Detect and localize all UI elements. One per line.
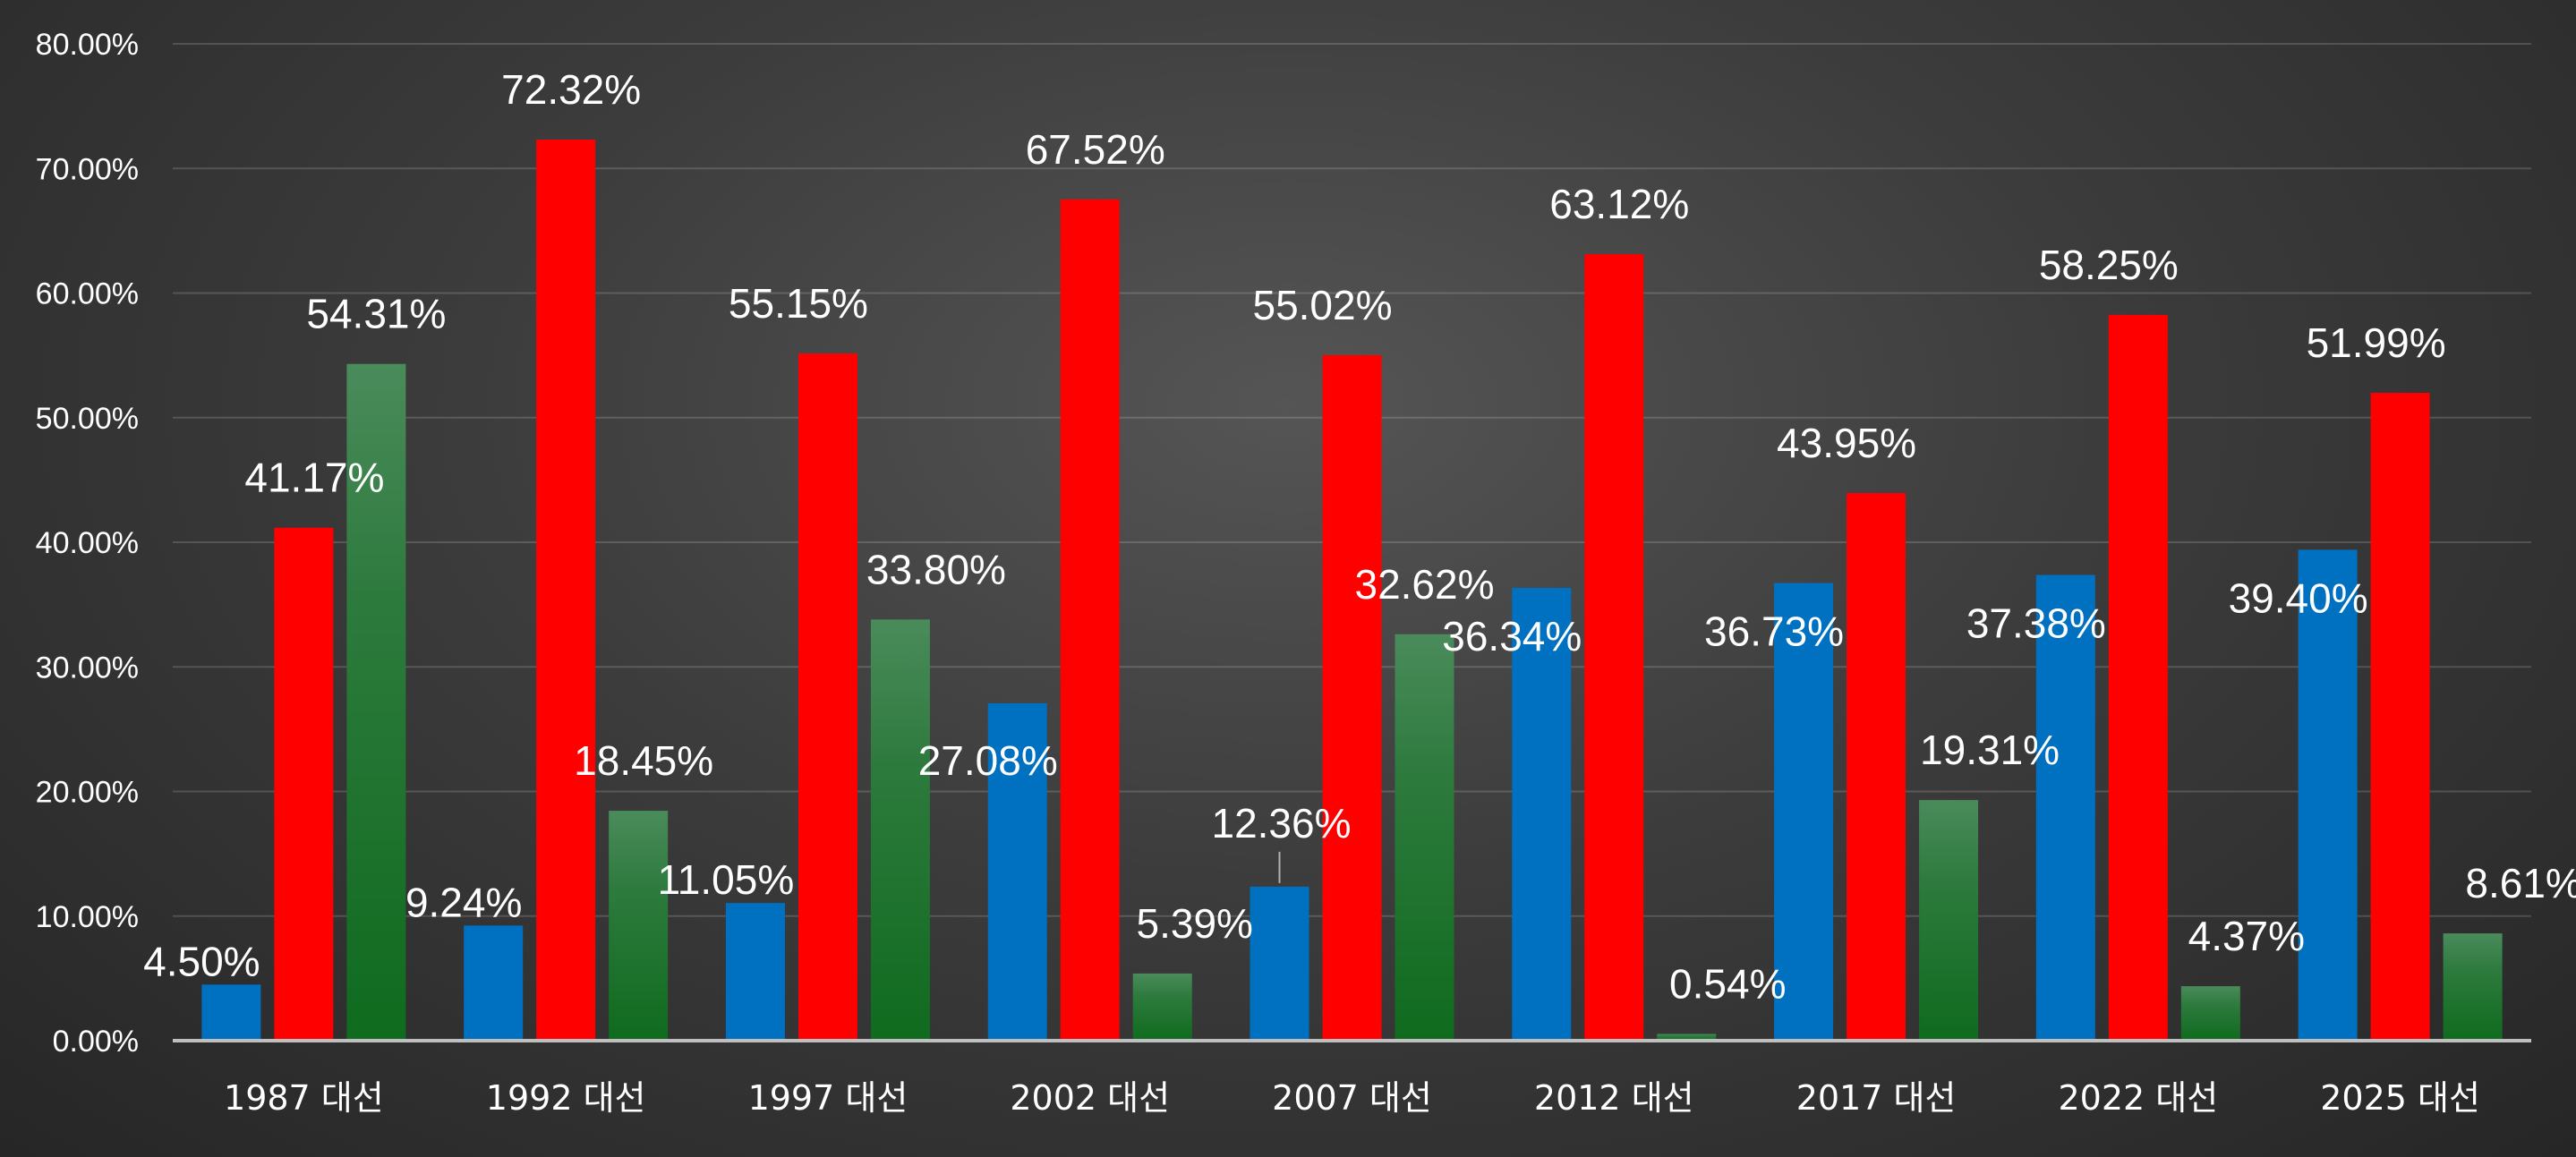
bar (201, 984, 261, 1041)
data-label: 55.02% (1252, 282, 1392, 328)
x-tick-label: 1992 대선 (486, 1078, 646, 1118)
data-label: 58.25% (2039, 242, 2179, 288)
data-label: 54.31% (306, 291, 446, 337)
bar (798, 353, 857, 1041)
x-tick-label: 2022 대선 (2058, 1078, 2218, 1118)
data-label: 39.40% (2229, 574, 2368, 621)
data-label: 11.05% (658, 856, 795, 903)
bar (870, 619, 930, 1041)
data-labels: 4.50% 41.17% 54.31% 9.24% 72.32% 18.45% 11.05%… (143, 66, 2576, 1008)
bar (987, 702, 1047, 1041)
x-tick-label: 1997 대선 (748, 1078, 908, 1118)
bar (609, 811, 669, 1041)
data-label: 36.73% (1704, 608, 1844, 655)
bar (2035, 574, 2095, 1041)
y-tick-label: 0.00% (53, 1025, 139, 1059)
bar (1322, 354, 1382, 1041)
bar (1395, 634, 1454, 1041)
data-label: 72.32% (501, 66, 641, 113)
data-label: 4.37% (2188, 913, 2305, 959)
data-label: 32.62% (1354, 561, 1494, 608)
bar (1657, 1034, 1717, 1041)
data-label: 67.52% (1026, 126, 1165, 173)
x-tick-label: 1987 대선 (224, 1078, 384, 1118)
data-label: 9.24% (405, 879, 522, 925)
data-label: 36.34% (1442, 613, 1582, 659)
bar (1060, 199, 1120, 1041)
x-tick-label: 2007 대선 (1272, 1078, 1432, 1118)
data-label: 63.12% (1549, 181, 1689, 227)
y-tick-label: 70.00% (36, 152, 139, 186)
x-tick-label: 2012 대선 (1534, 1078, 1694, 1118)
x-axis: 1987 대선 1992 대선 1997 대선 2002 대선 2007 대선 2012 … (173, 1039, 2531, 1118)
bar (2443, 933, 2503, 1041)
bar (1847, 492, 1906, 1041)
x-tick-label: 2002 대선 (1010, 1078, 1170, 1118)
data-label: 8.61% (2465, 860, 2576, 906)
bar (725, 903, 785, 1041)
data-label: 12.36% (1211, 800, 1351, 846)
data-label: 33.80% (866, 546, 1006, 592)
bar (1774, 583, 1834, 1041)
bars (201, 139, 2503, 1042)
bar (1584, 254, 1644, 1042)
bar (464, 925, 524, 1041)
data-label: 0.54% (1669, 960, 1786, 1007)
x-tick-label: 2017 대선 (1796, 1078, 1957, 1118)
bar (1512, 587, 1572, 1041)
data-label: 41.17% (244, 455, 384, 501)
data-label: 27.08% (918, 737, 1058, 784)
data-label: 55.15% (729, 280, 868, 327)
data-label: 19.31% (1920, 727, 2060, 773)
y-tick-label: 60.00% (36, 277, 139, 311)
data-label: 5.39% (1137, 900, 1253, 947)
y-tick-label: 10.00% (36, 900, 139, 934)
bar (1132, 973, 1192, 1041)
y-tick-label: 20.00% (36, 776, 139, 810)
bar (274, 527, 334, 1041)
y-tick-label: 30.00% (36, 651, 139, 685)
bar (2180, 986, 2240, 1041)
bar (1919, 800, 1979, 1041)
bar (346, 363, 406, 1041)
y-tick-label: 40.00% (36, 526, 139, 560)
data-label: 51.99% (2307, 319, 2446, 366)
bar (2370, 393, 2430, 1041)
bar (2298, 549, 2358, 1041)
y-tick-label: 50.00% (36, 402, 139, 436)
y-tick-label: 80.00% (36, 28, 139, 62)
data-label: 18.45% (574, 737, 713, 784)
data-label: 4.50% (143, 938, 260, 984)
x-tick-label: 2025 대선 (2320, 1078, 2480, 1118)
y-axis: 0.00% 10.00% 20.00% 30.00% 40.00% 50.00% 60.00… (36, 28, 139, 1059)
bar (536, 139, 596, 1042)
data-label: 43.95% (1777, 420, 1916, 466)
data-label: 37.38% (1966, 600, 2106, 646)
bar (2108, 314, 2168, 1041)
bar (1250, 886, 1309, 1041)
